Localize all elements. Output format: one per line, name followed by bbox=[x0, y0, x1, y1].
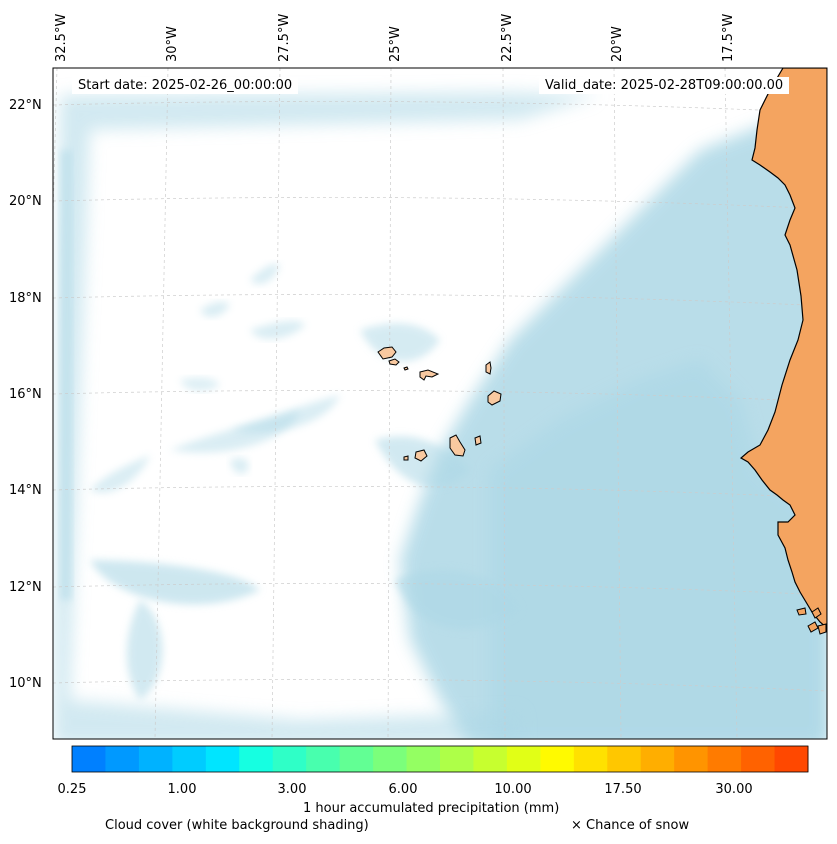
colorbar-tick-3: 6.00 bbox=[388, 782, 418, 797]
valid-date-label: Valid_date: 2025-02-28T09:00:00.00 bbox=[539, 77, 790, 94]
island-sao-vicente bbox=[388, 358, 400, 366]
colorbar-swatch bbox=[406, 746, 441, 772]
colorbar-tick-0: 0.25 bbox=[57, 782, 87, 797]
lat-label-12n: 12°N bbox=[9, 580, 42, 595]
map-area bbox=[53, 68, 827, 739]
island-santo-antao bbox=[377, 346, 397, 360]
precipitation-colorbar bbox=[71, 745, 809, 773]
island-brava bbox=[403, 455, 409, 461]
parallel-line bbox=[53, 679, 827, 692]
colorbar-swatch bbox=[506, 746, 541, 772]
colorbar-swatch bbox=[373, 746, 408, 772]
snow-caption: × Chance of snow bbox=[571, 818, 690, 833]
island-maio bbox=[474, 435, 482, 446]
colorbar-swatch bbox=[640, 746, 675, 772]
colorbar-swatch bbox=[707, 746, 742, 772]
lon-label-32-5w: 32.5°W bbox=[54, 13, 69, 62]
colorbar-tick-4: 10.00 bbox=[494, 782, 532, 797]
lon-label-17-5w: 17.5°W bbox=[721, 13, 736, 62]
cloud-cover-shading bbox=[53, 92, 827, 739]
lon-label-25w: 25°W bbox=[388, 26, 403, 62]
lat-label-14n: 14°N bbox=[9, 483, 42, 498]
lon-label-20w: 20°W bbox=[610, 26, 625, 62]
lat-label-20n: 20°N bbox=[9, 194, 42, 209]
colorbar-swatch bbox=[205, 746, 240, 772]
colorbar-tick-1: 1.00 bbox=[167, 782, 197, 797]
parallel-line bbox=[53, 197, 827, 210]
start-date-label: Start date: 2025-02-26_00:00:00 bbox=[72, 77, 299, 94]
meridian-line bbox=[724, 68, 738, 739]
parallel-line bbox=[53, 101, 827, 114]
parallel-line bbox=[53, 583, 827, 596]
lat-label-16n: 16°N bbox=[9, 387, 42, 402]
meridian-line bbox=[613, 68, 622, 739]
colorbar-swatch bbox=[573, 746, 608, 772]
colorbar-swatch bbox=[473, 746, 508, 772]
island-fogo bbox=[414, 449, 428, 462]
meridian-line bbox=[502, 68, 506, 739]
colorbar-frame bbox=[71, 745, 809, 773]
parallel-line bbox=[53, 486, 827, 499]
island-sao-nicolau bbox=[419, 369, 440, 381]
lon-label-22-5w: 22.5°W bbox=[500, 13, 515, 62]
colorbar-swatch bbox=[607, 746, 642, 772]
cloud-cover-caption: Cloud cover (white background shading) bbox=[105, 818, 369, 833]
colorbar-swatch bbox=[774, 746, 809, 772]
map-frame bbox=[52, 67, 828, 740]
colorbar-swatch bbox=[741, 746, 776, 772]
colorbar-swatch bbox=[105, 746, 140, 772]
colorbar-swatch bbox=[440, 746, 474, 772]
colorbar-label: 1 hour accumulated precipitation (mm) bbox=[303, 801, 560, 816]
colorbar-swatch bbox=[72, 746, 106, 772]
colorbar-swatch bbox=[674, 746, 709, 772]
colorbar-tick-2: 3.00 bbox=[277, 782, 307, 797]
colorbar-swatch bbox=[540, 746, 575, 772]
lat-label-10n: 10°N bbox=[9, 676, 42, 691]
parallel-line bbox=[53, 294, 827, 307]
parallel-line bbox=[53, 390, 827, 403]
colorbar-swatch bbox=[306, 746, 341, 772]
island-santa-luzia bbox=[403, 366, 409, 371]
lat-label-22n: 22°N bbox=[9, 98, 42, 113]
meridian-line bbox=[154, 68, 169, 739]
colorbar-tick-6: 30.00 bbox=[715, 782, 753, 797]
island-boa-vista bbox=[487, 390, 502, 406]
colorbar-tick-5: 17.50 bbox=[604, 782, 642, 797]
lon-label-30w: 30°W bbox=[165, 26, 180, 62]
lon-label-27-5w: 27.5°W bbox=[277, 13, 292, 62]
meridian-line bbox=[387, 68, 392, 739]
cape-verde-islands bbox=[377, 346, 502, 462]
island-santiago bbox=[449, 434, 466, 457]
bijagos-islands bbox=[796, 607, 827, 635]
colorbar-swatch bbox=[239, 746, 274, 772]
colorbar-swatch bbox=[172, 746, 207, 772]
lat-label-18n: 18°N bbox=[9, 291, 42, 306]
colorbar-swatch bbox=[339, 746, 374, 772]
meridian-line bbox=[271, 68, 281, 739]
africa-land bbox=[739, 68, 827, 629]
colorbar-swatch bbox=[272, 746, 307, 772]
island-sal bbox=[485, 361, 492, 375]
colorbar-swatch bbox=[138, 746, 173, 772]
graticule-lines bbox=[53, 68, 827, 739]
